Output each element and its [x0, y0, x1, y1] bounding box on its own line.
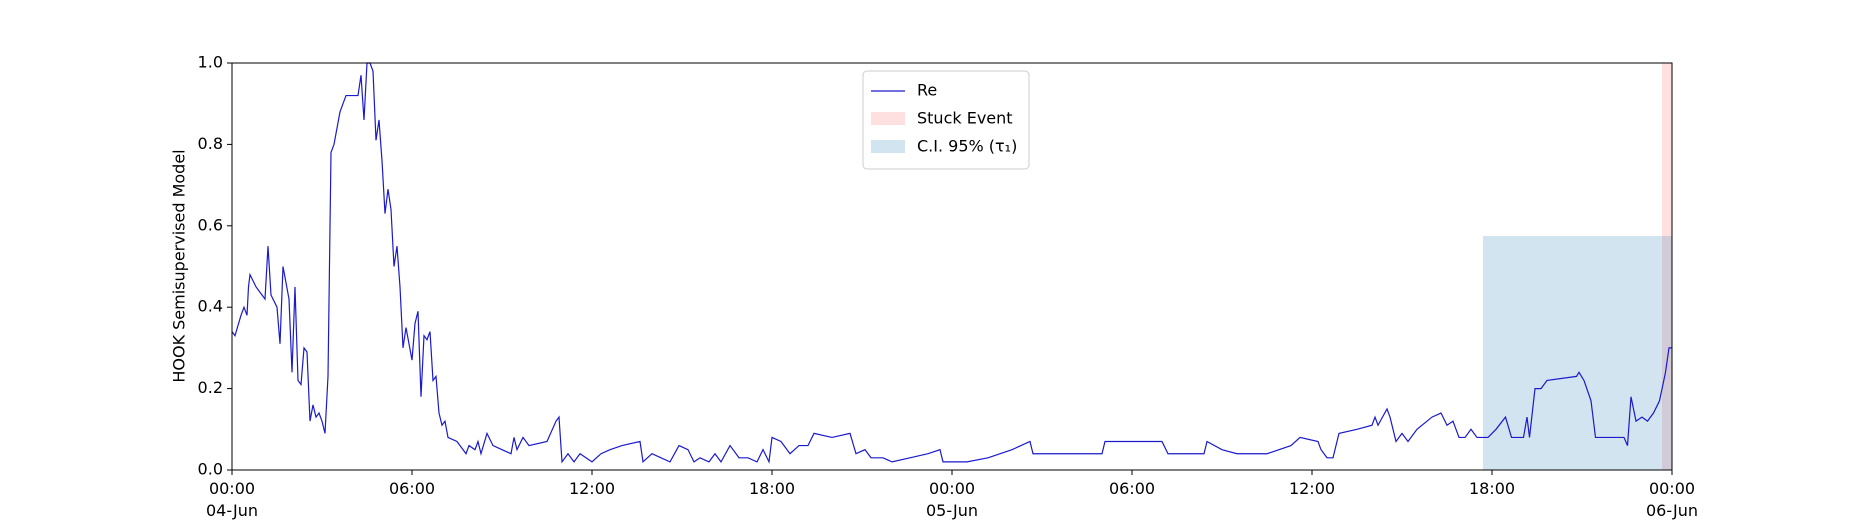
y-axis-label: HOOK Semisupervised Model: [170, 149, 189, 382]
legend-patch: [871, 112, 905, 125]
y-tick-label: 0.2: [198, 378, 223, 397]
y-tick-label: 1.0: [198, 53, 223, 72]
y-tick-label: 0.4: [198, 297, 223, 316]
x-tick-label: 00:00 05-Jun: [925, 479, 979, 520]
legend-patch: [871, 140, 905, 153]
x-tick-label: 18:00: [748, 479, 796, 498]
y-tick-label: 0.6: [198, 215, 223, 234]
span: [1662, 63, 1672, 470]
x-tick-label: 18:00: [1468, 479, 1516, 498]
legend-label: Re: [917, 81, 937, 100]
legend-label: Stuck Event: [917, 109, 1013, 128]
x-tick-label: 00:00 04-Jun 1900: [205, 479, 259, 525]
legend-label: C.I. 95% (τ₁): [917, 137, 1017, 156]
x-tick-label: 00:00 06-Jun: [1645, 479, 1699, 520]
legend-box: [862, 70, 1030, 170]
x-tick-label: 12:00: [568, 479, 616, 498]
x-tick-label: 06:00: [1108, 479, 1156, 498]
span: [1483, 235, 1672, 470]
line: [231, 62, 1672, 464]
x-tick-label: 06:00: [388, 479, 436, 498]
x-tick-label: 12:00: [1288, 479, 1336, 498]
y-tick-label: 0.0: [198, 460, 223, 479]
y-tick-label: 0.8: [198, 134, 223, 153]
